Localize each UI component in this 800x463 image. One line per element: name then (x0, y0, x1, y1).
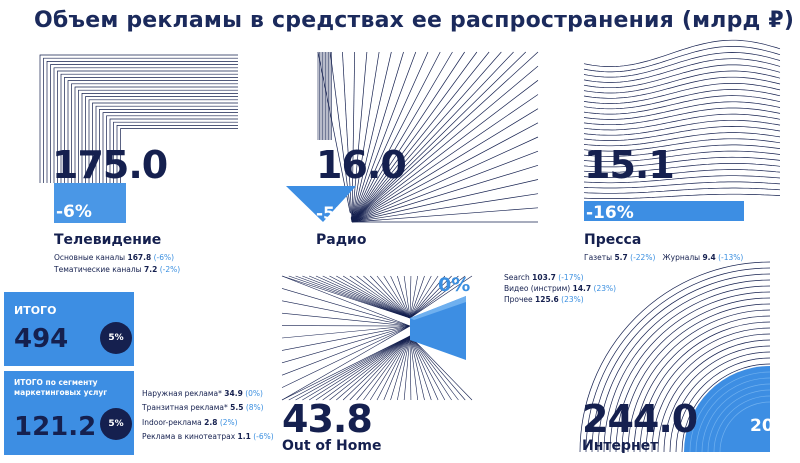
marketing-detail-row: Реклама в кинотеатрах 1.1 (-6%) (142, 431, 274, 441)
internet-change: 20% (750, 416, 791, 436)
tv-change: -6% (56, 202, 92, 222)
press-value: 15.1 (584, 143, 675, 187)
marketing-detail-row: Транзитная реклама* 5.5 (8%) (142, 403, 264, 413)
press-change-bar (584, 201, 744, 221)
internet-detail-row: Search 103.7 (-17%) (504, 273, 584, 282)
ooh-change: 0% (438, 274, 471, 296)
press-details: Газеты 5.7 (-22%) Журналы 9.4 (-13%) (584, 253, 744, 262)
internet-detail-row: Прочее 125.6 (23%) (504, 294, 584, 304)
ooh-label: Out of Home (282, 438, 382, 454)
tv-change-bar (54, 183, 126, 223)
marketing-change-badge: 5% (100, 408, 132, 440)
radio-label: Радио (316, 232, 367, 248)
marketing-label: ИТОГО по сегменту маркетинговых услуг (14, 378, 108, 397)
tv-value: 175.0 (52, 143, 168, 187)
total-label: ИТОГО (14, 304, 57, 317)
marketing-detail-row: Indoor-реклама 2.8 (2%) (142, 417, 238, 427)
page-title: Объем рекламы в средствах ее распростран… (34, 8, 795, 33)
total-change-badge: 5% (100, 322, 132, 354)
internet-details: Search 103.7 (-17%) Видео (инстрим) 14.7… (504, 273, 616, 306)
ooh-value: 43.8 (282, 397, 373, 441)
internet-label: Интернет (582, 438, 659, 454)
internet-detail-row: Видео (инстрим) 14.7 (23%) (504, 283, 617, 293)
total-value: 494 (14, 324, 69, 354)
radio-change: -5% (316, 204, 352, 224)
radio-value: 16.0 (316, 143, 407, 187)
marketing-details: Наружная реклама* 34.9 (0%) Транзитная р… (142, 387, 274, 444)
press-label: Пресса (584, 232, 642, 248)
tv-detail-row: Основные каналы 167.8 (-6%) (54, 253, 175, 262)
tv-detail-row: Тематические каналы 7.2 (-2%) (54, 264, 181, 274)
marketing-value: 121.2 (14, 412, 97, 442)
press-change: -16% (586, 203, 634, 223)
tv-details: Основные каналы 167.8 (-6%) Тематические… (54, 252, 180, 275)
tv-label: Телевидение (54, 232, 162, 248)
internet-value: 244.0 (582, 397, 698, 441)
marketing-detail-row: Наружная реклама* 34.9 (0%) (142, 389, 263, 398)
